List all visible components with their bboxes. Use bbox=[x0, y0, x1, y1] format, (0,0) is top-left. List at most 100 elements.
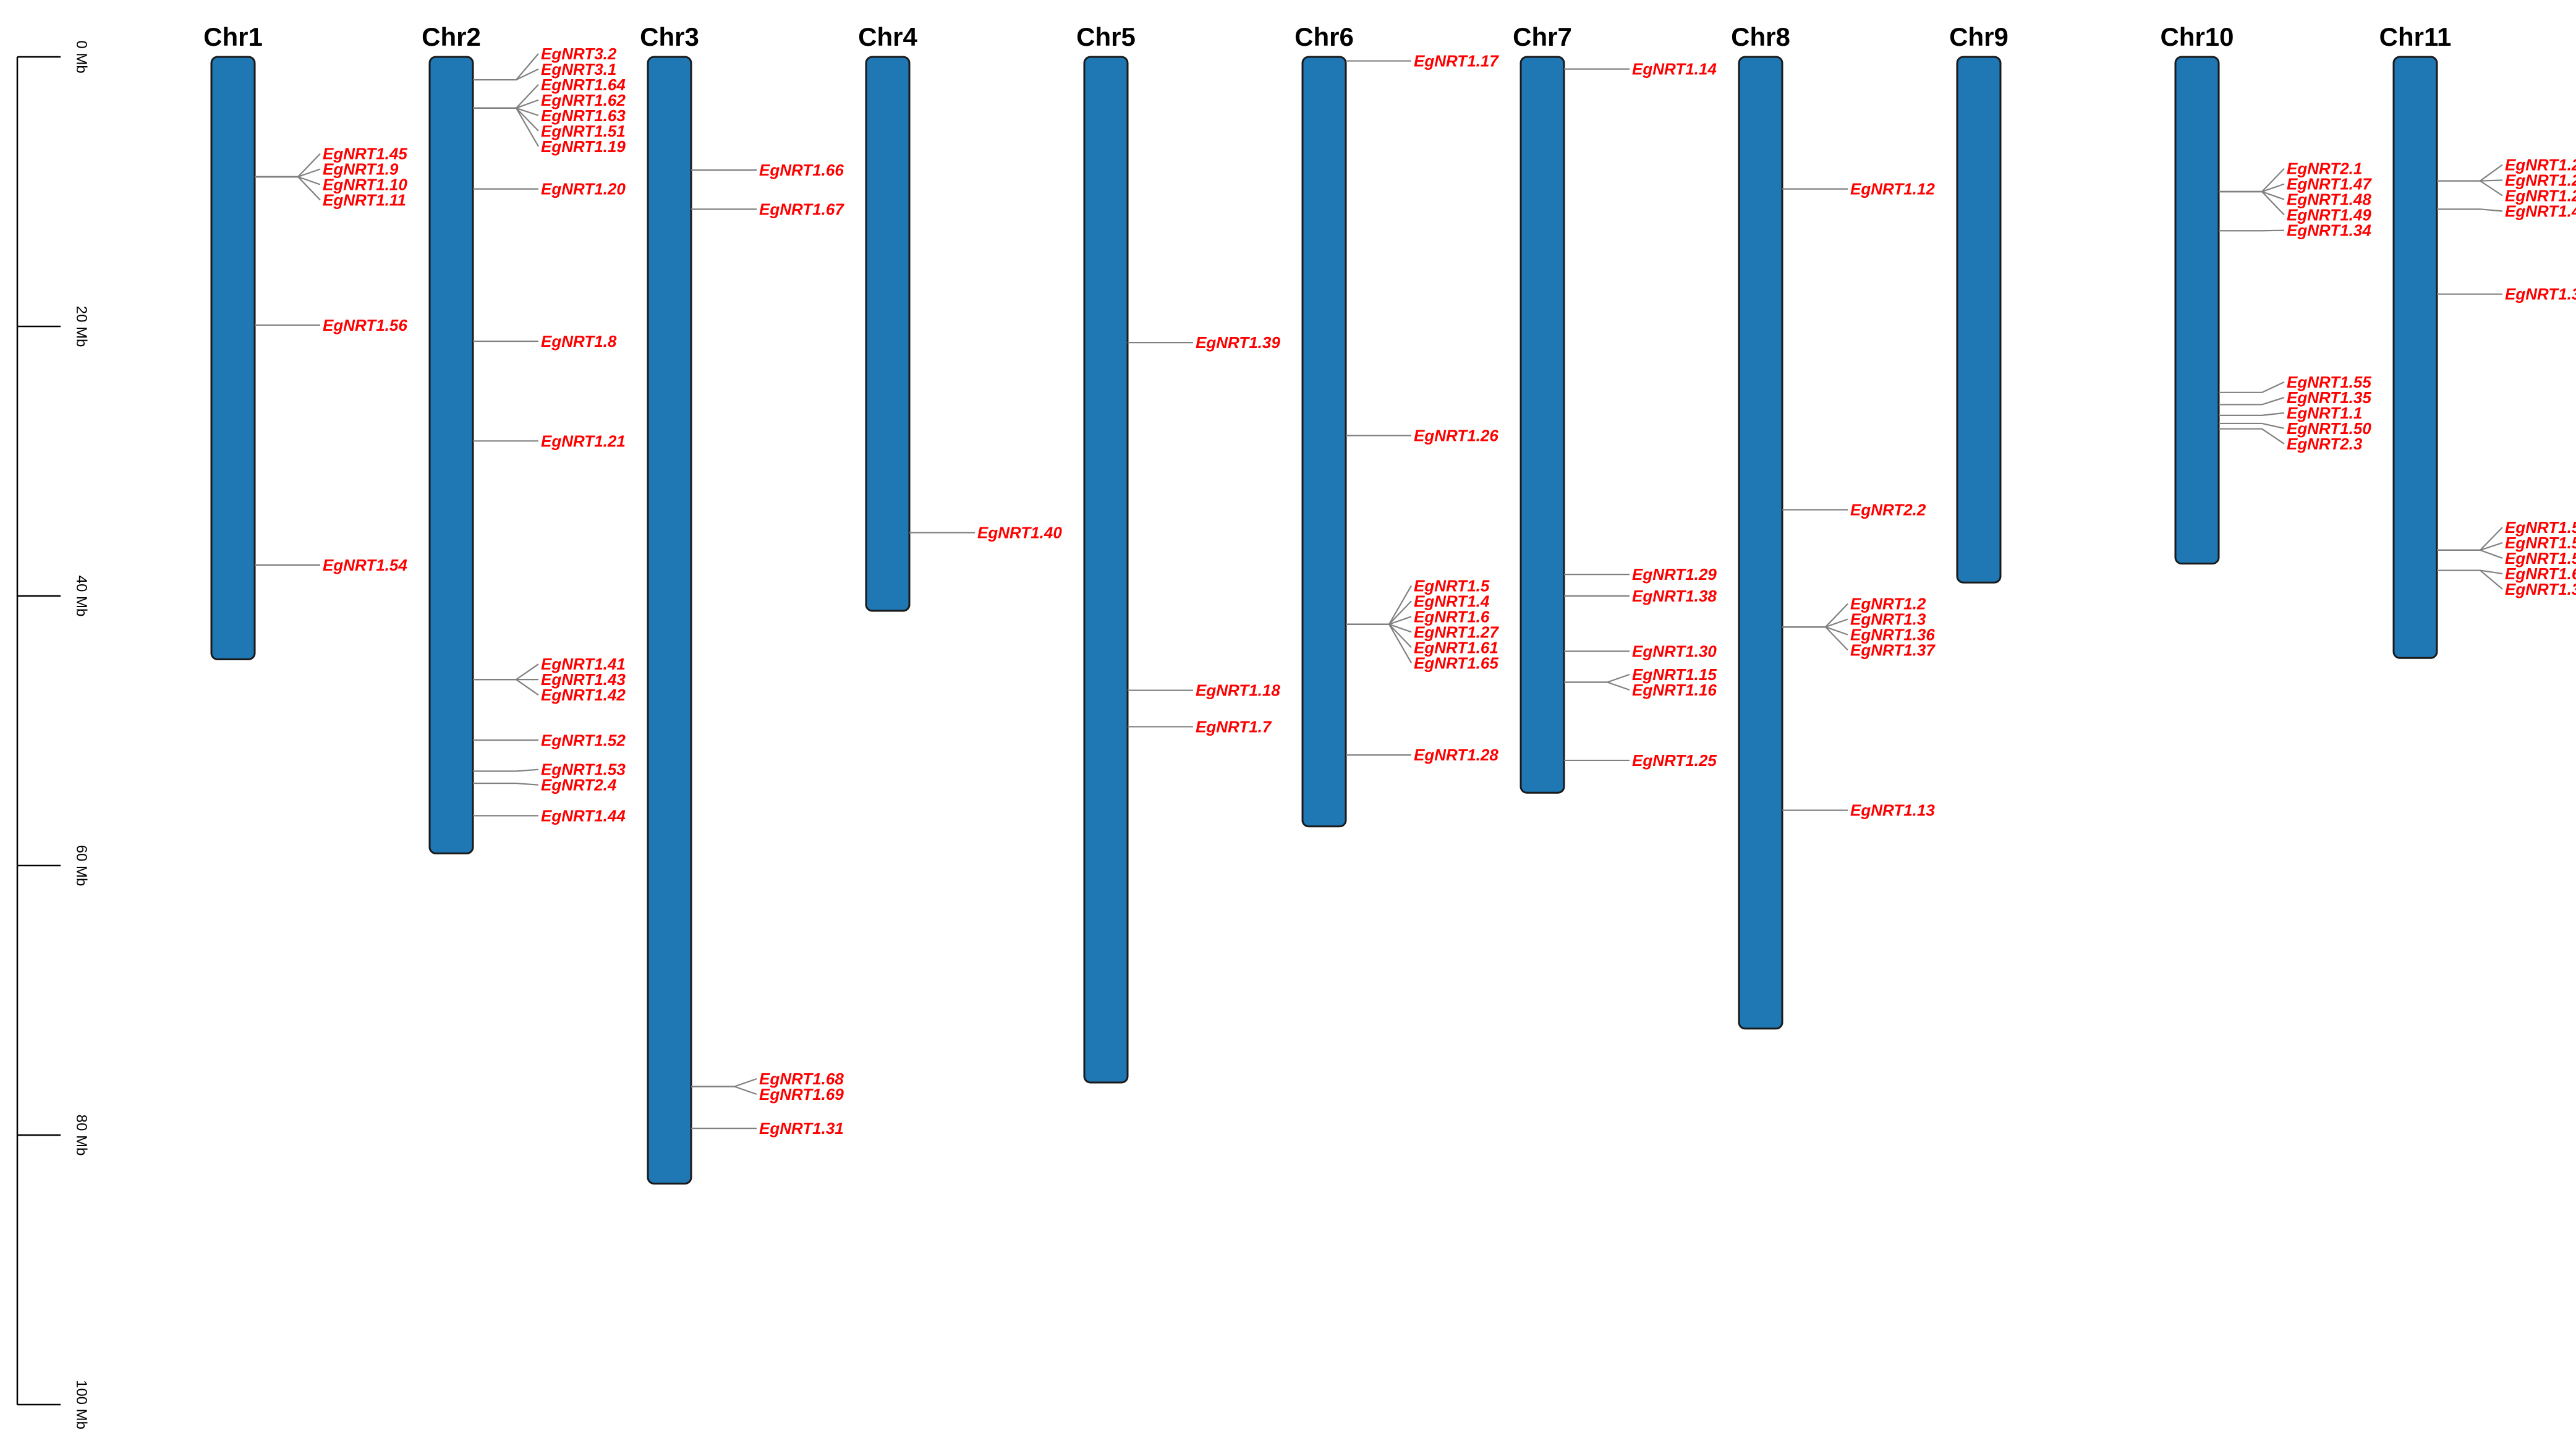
gene-label: EgNRT1.56 bbox=[323, 316, 407, 334]
gene-label: EgNRT1.5 bbox=[1414, 576, 1490, 595]
chromosome-bar bbox=[1738, 56, 1783, 1030]
gene-label: EgNRT1.47 bbox=[2287, 175, 2372, 194]
gene-label: EgNRT2.2 bbox=[1850, 500, 1926, 519]
gene-connector bbox=[691, 1078, 757, 1087]
gene-label: EgNRT3.2 bbox=[541, 45, 617, 63]
gene-label: EgNRT1.65 bbox=[1414, 653, 1498, 672]
gene-label: EgNRT1.48 bbox=[2287, 190, 2371, 209]
gene-connector bbox=[2437, 569, 2503, 590]
chromosome-title: Chr9 bbox=[1949, 22, 2009, 51]
gene-label: EgNRT1.10 bbox=[323, 176, 407, 194]
chromosome-chr9: Chr9 bbox=[1949, 22, 2009, 584]
gene-label: EgNRT1.23 bbox=[2505, 156, 2576, 174]
gene-label: EgNRT1.18 bbox=[1196, 681, 1280, 700]
gene-label: EgNRT1.61 bbox=[1414, 638, 1498, 657]
gene-label: EgNRT1.41 bbox=[541, 655, 626, 673]
gene-label: EgNRT3.1 bbox=[541, 60, 616, 79]
gene-label: EgNRT1.30 bbox=[1632, 642, 1717, 660]
gene-connector bbox=[1346, 616, 1412, 625]
chromosome-title: Chr6 bbox=[1294, 22, 1354, 51]
gene-label: EgNRT1.27 bbox=[1414, 623, 1499, 641]
chromosome-chr11: Chr11 EgNRT1.23EgNRT1.22EgNRT1.24EgNRT1.4… bbox=[2379, 22, 2576, 659]
chromosome-title: Chr7 bbox=[1513, 22, 1572, 51]
gene-connector bbox=[2437, 542, 2503, 551]
gene-connector bbox=[473, 679, 539, 696]
gene-label: EgNRT1.14 bbox=[1632, 60, 1717, 79]
gene-label: EgNRT1.19 bbox=[541, 137, 626, 156]
gene-label: EgNRT1.2 bbox=[1850, 595, 1926, 613]
gene-label: EgNRT1.53 bbox=[541, 760, 626, 779]
gene-connector bbox=[255, 168, 321, 178]
chromosome-title: Chr11 bbox=[2379, 22, 2452, 51]
gene-label: EgNRT1.16 bbox=[1632, 681, 1717, 699]
gene-label: EgNRT1.42 bbox=[541, 686, 626, 704]
gene-connector bbox=[1782, 626, 1848, 651]
gene-label: EgNRT1.62 bbox=[541, 91, 626, 109]
gene-label: EgNRT1.43 bbox=[541, 670, 626, 689]
chromosome-bar bbox=[2392, 56, 2438, 659]
gene-label: EgNRT1.55 bbox=[2287, 373, 2371, 391]
chromosome-bar bbox=[1520, 56, 1565, 794]
gene-connector bbox=[1346, 623, 1412, 649]
chromosome-bar bbox=[210, 56, 256, 660]
gene-connector bbox=[1346, 585, 1412, 625]
chromosome-bar bbox=[428, 56, 474, 854]
chromosome-title: Chr1 bbox=[203, 22, 263, 51]
gene-connector bbox=[2437, 164, 2503, 182]
gene-label: EgNRT1.40 bbox=[977, 524, 1062, 542]
gene-label: EgNRT2.3 bbox=[2287, 435, 2363, 453]
gene-label: EgNRT1.12 bbox=[1850, 180, 1935, 198]
gene-label: EgNRT1.31 bbox=[759, 1119, 844, 1138]
gene-connector bbox=[473, 663, 539, 681]
gene-label: EgNRT1.60 bbox=[2505, 564, 2576, 583]
chromosome-bar bbox=[1301, 56, 1347, 828]
gene-label: EgNRT1.15 bbox=[1632, 665, 1717, 684]
chromosome-chr8: Chr8EgNRT1.12EgNRT2.2EgNRT1.2EgNRT1.3EgN… bbox=[1731, 22, 1936, 1030]
gene-label: EgNRT1.9 bbox=[323, 160, 399, 179]
scale-tick-label: 60 Mb bbox=[73, 845, 90, 887]
gene-label: EgNRT1.1 bbox=[2287, 404, 2362, 422]
gene-label: EgNRT1.36 bbox=[1850, 626, 1935, 644]
gene-label: EgNRT1.4 bbox=[1414, 592, 1490, 610]
gene-label: EgNRT1.29 bbox=[1632, 565, 1717, 584]
gene-connector bbox=[473, 68, 539, 81]
chromosome-title: Chr3 bbox=[640, 22, 699, 51]
chromosome-title: Chr2 bbox=[422, 22, 481, 51]
gene-connector bbox=[473, 84, 539, 109]
gene-connector bbox=[255, 176, 321, 201]
gene-connector bbox=[255, 153, 321, 178]
gene-label: EgNRT1.8 bbox=[541, 332, 617, 351]
chromosome-bar bbox=[647, 56, 692, 1185]
chromosome-chr5: Chr5 EgNRT1.39 EgNRT1.18 EgNRT1.7 bbox=[1076, 22, 1280, 1084]
gene-connector bbox=[1782, 603, 1848, 628]
chromosome-chr2: Chr2EgNRT3.2EgNRT3.1EgNRT1.64EgNRT1.62Eg… bbox=[422, 22, 626, 854]
gene-label: EgNRT1.28 bbox=[1414, 746, 1498, 764]
gene-connector bbox=[2219, 190, 2285, 216]
gene-label: EgNRT1.57 bbox=[2505, 518, 2576, 537]
gene-connector bbox=[473, 782, 539, 786]
gene-label: EgNRT1.24 bbox=[2505, 187, 2576, 205]
gene-label: EgNRT1.46 bbox=[2505, 202, 2576, 221]
gene-connector bbox=[1346, 623, 1412, 633]
gene-label: EgNRT1.22 bbox=[2505, 171, 2576, 190]
gene-connector bbox=[1564, 673, 1630, 683]
gene-label: EgNRT1.63 bbox=[541, 106, 626, 125]
chromosome-bar bbox=[1956, 56, 2002, 584]
gene-label: EgNRT1.50 bbox=[2287, 419, 2371, 438]
gene-connector bbox=[473, 107, 539, 147]
chromosome-title: Chr10 bbox=[2160, 22, 2234, 51]
gene-label: EgNRT1.59 bbox=[2505, 549, 2576, 568]
gene-connector bbox=[1782, 618, 1848, 628]
gene-label: EgNRT1.67 bbox=[759, 200, 844, 218]
chromosome-chr4: Chr4 EgNRT1.40 bbox=[858, 22, 1062, 612]
gene-label: EgNRT1.44 bbox=[541, 806, 626, 825]
scale-tick-label: 80 Mb bbox=[73, 1115, 90, 1156]
gene-connector bbox=[473, 768, 539, 772]
gene-label: EgNRT2.4 bbox=[541, 776, 617, 794]
scale-tick-label: 100 Mb bbox=[73, 1380, 90, 1429]
chromosome-chr10: Chr10 EgNRT2.1EgNRT1.47EgNRT1.48EgNRT1.49… bbox=[2160, 22, 2372, 565]
gene-connector bbox=[2219, 381, 2285, 393]
